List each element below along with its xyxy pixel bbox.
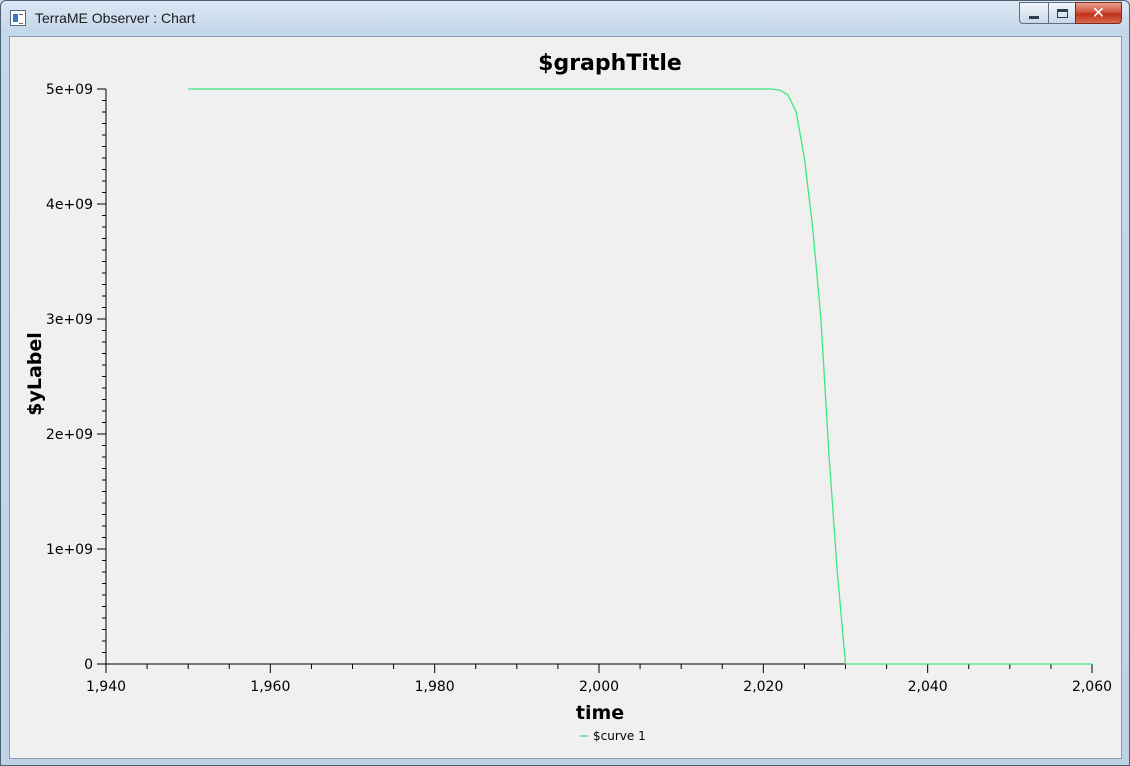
app-icon <box>10 10 26 26</box>
title-bar[interactable]: TerraME Observer : Chart ✕ <box>1 1 1129 35</box>
y-tick-label: 5e+09 <box>46 82 93 98</box>
y-tick-label: 0 <box>84 657 93 673</box>
window-title: TerraME Observer : Chart <box>35 10 196 26</box>
y-tick-label: 3e+09 <box>46 312 93 328</box>
close-icon: ✕ <box>1091 3 1106 22</box>
y-tick-label: 2e+09 <box>46 427 93 443</box>
y-tick-label: 4e+09 <box>46 197 93 213</box>
minimize-button[interactable] <box>1019 2 1048 24</box>
legend: $curve 1 <box>580 729 646 743</box>
legend-label: $curve 1 <box>593 729 646 743</box>
maximize-button[interactable] <box>1048 2 1075 24</box>
x-tick-label: 1,960 <box>250 679 290 695</box>
y-axis-label: $yLabel <box>24 332 46 416</box>
chart-title: $graphTitle <box>538 51 682 76</box>
y-tick-label: 1e+09 <box>46 542 93 558</box>
x-tick-label: 2,020 <box>743 679 783 695</box>
x-tick-label: 2,060 <box>1072 679 1112 695</box>
window-controls: ✕ <box>1019 2 1122 24</box>
line-chart: $graphTitle time $yLabel 1,940 1,960 1,980… <box>24 51 1112 743</box>
x-tick-label: 1,980 <box>415 679 455 695</box>
minimize-icon <box>1029 15 1039 19</box>
plot-area <box>188 88 1092 665</box>
x-tick-label: 2,040 <box>908 679 948 695</box>
maximize-icon <box>1056 8 1068 18</box>
x-tick-label: 2,000 <box>579 679 619 695</box>
x-axis-label: time <box>576 702 624 724</box>
series-line <box>188 88 1092 665</box>
chart-area: $graphTitle time $yLabel 1,940 1,960 1,980… <box>9 36 1122 759</box>
x-tick-label: 1,940 <box>86 679 126 695</box>
axes: 1,940 1,960 1,980 2,000 2,020 2,040 2,060 0 1e+0… <box>46 82 1112 695</box>
close-button[interactable]: ✕ <box>1075 2 1122 24</box>
